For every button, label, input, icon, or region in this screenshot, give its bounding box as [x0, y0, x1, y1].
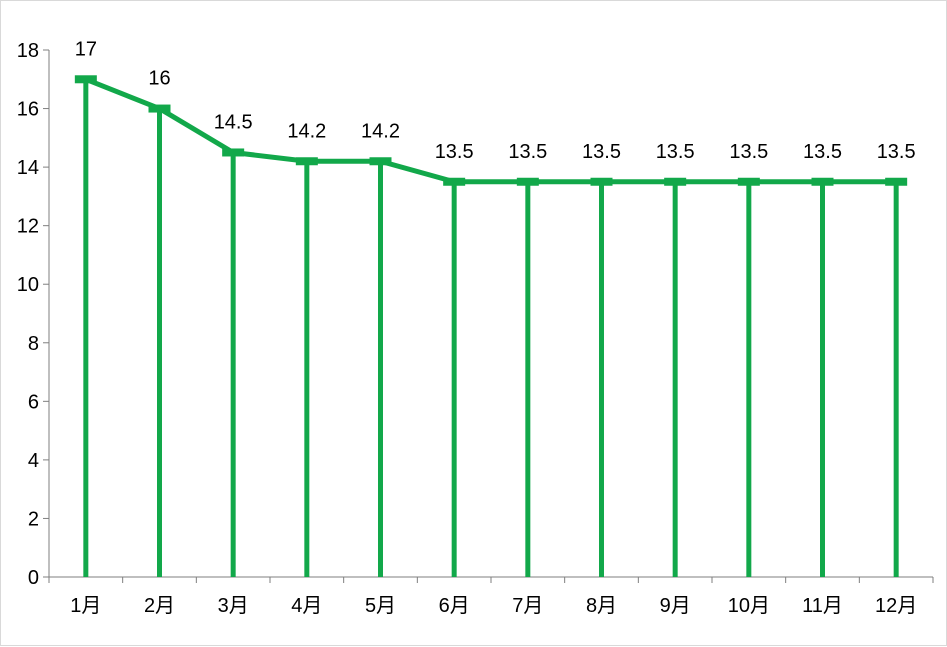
- data-label: 13.5: [729, 141, 768, 163]
- y-tick-label: 6: [28, 391, 39, 413]
- x-tick-label: 6月: [439, 595, 470, 617]
- data-label: 13.5: [435, 141, 474, 163]
- data-point-marker: [590, 177, 613, 186]
- data-point-marker: [443, 177, 466, 186]
- y-tick-label: 12: [17, 216, 39, 238]
- y-tick-label: 14: [17, 157, 39, 179]
- data-label: 13.5: [803, 141, 842, 163]
- y-tick-label: 18: [17, 40, 39, 62]
- data-label: 14.2: [287, 120, 326, 142]
- y-tick-label: 2: [28, 508, 39, 530]
- y-tick-label: 10: [17, 274, 39, 296]
- x-tick-label: 9月: [660, 595, 691, 617]
- x-tick-label: 7月: [512, 595, 543, 617]
- y-tick-label: 0: [28, 567, 39, 589]
- y-tick-label: 4: [28, 450, 39, 472]
- data-label: 13.5: [508, 141, 547, 163]
- x-tick-label: 12月: [875, 595, 917, 617]
- data-point-marker: [148, 104, 171, 113]
- series-line: [84, 76, 897, 185]
- data-label: 14.5: [214, 111, 253, 133]
- data-point-marker: [516, 177, 539, 186]
- data-label: 13.5: [582, 141, 621, 163]
- x-tick-label: 10月: [728, 595, 770, 617]
- data-point-marker: [369, 157, 392, 166]
- data-point-marker: [811, 177, 834, 186]
- x-tick-label: 3月: [218, 595, 249, 617]
- data-point-marker: [295, 157, 318, 166]
- x-tick-label: 11月: [802, 595, 843, 617]
- data-point-marker: [664, 177, 687, 186]
- x-tick-label: 5月: [365, 595, 396, 617]
- data-label: 17: [75, 38, 97, 60]
- data-label: 13.5: [656, 141, 695, 163]
- x-tick-label: 1月: [70, 595, 101, 617]
- x-tick-label: 8月: [586, 595, 617, 617]
- data-label: 13.5: [877, 141, 916, 163]
- data-label: 14.2: [361, 120, 400, 142]
- x-tick-label: 4月: [291, 595, 322, 617]
- data-point-marker: [885, 177, 908, 186]
- y-tick-label: 8: [28, 333, 39, 355]
- data-point-marker: [74, 75, 97, 84]
- data-label: 16: [148, 68, 170, 90]
- x-tick-label: 2月: [144, 595, 175, 617]
- data-point-marker: [222, 148, 245, 157]
- data-point-marker: [737, 177, 760, 186]
- y-tick-label: 16: [17, 99, 39, 121]
